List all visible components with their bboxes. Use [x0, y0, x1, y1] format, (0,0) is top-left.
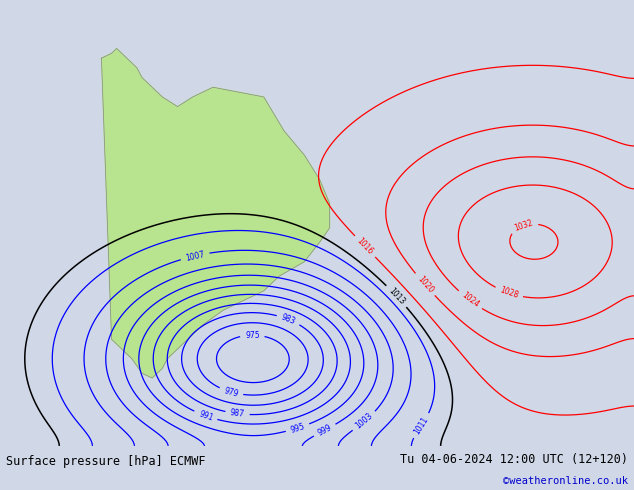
Text: 999: 999: [316, 423, 333, 438]
Text: 983: 983: [280, 313, 297, 326]
Text: 975: 975: [245, 331, 260, 340]
Text: 1016: 1016: [355, 236, 375, 257]
Text: 1007: 1007: [184, 249, 205, 263]
Text: 1032: 1032: [513, 218, 534, 233]
Text: ©weatheronline.co.uk: ©weatheronline.co.uk: [503, 476, 628, 486]
Text: 1011: 1011: [413, 415, 430, 436]
Text: 987: 987: [230, 408, 245, 419]
Text: 1003: 1003: [354, 412, 375, 431]
Polygon shape: [101, 49, 330, 378]
Text: 979: 979: [223, 386, 240, 398]
Text: 1013: 1013: [387, 286, 406, 306]
Text: 991: 991: [197, 409, 214, 422]
Text: 1020: 1020: [415, 274, 435, 295]
Text: 995: 995: [289, 421, 306, 435]
Text: Tu 04-06-2024 12:00 UTC (12+120): Tu 04-06-2024 12:00 UTC (12+120): [399, 453, 628, 466]
Text: 1028: 1028: [498, 286, 519, 300]
Text: 1024: 1024: [460, 291, 481, 310]
Text: Surface pressure [hPa] ECMWF: Surface pressure [hPa] ECMWF: [6, 455, 206, 468]
